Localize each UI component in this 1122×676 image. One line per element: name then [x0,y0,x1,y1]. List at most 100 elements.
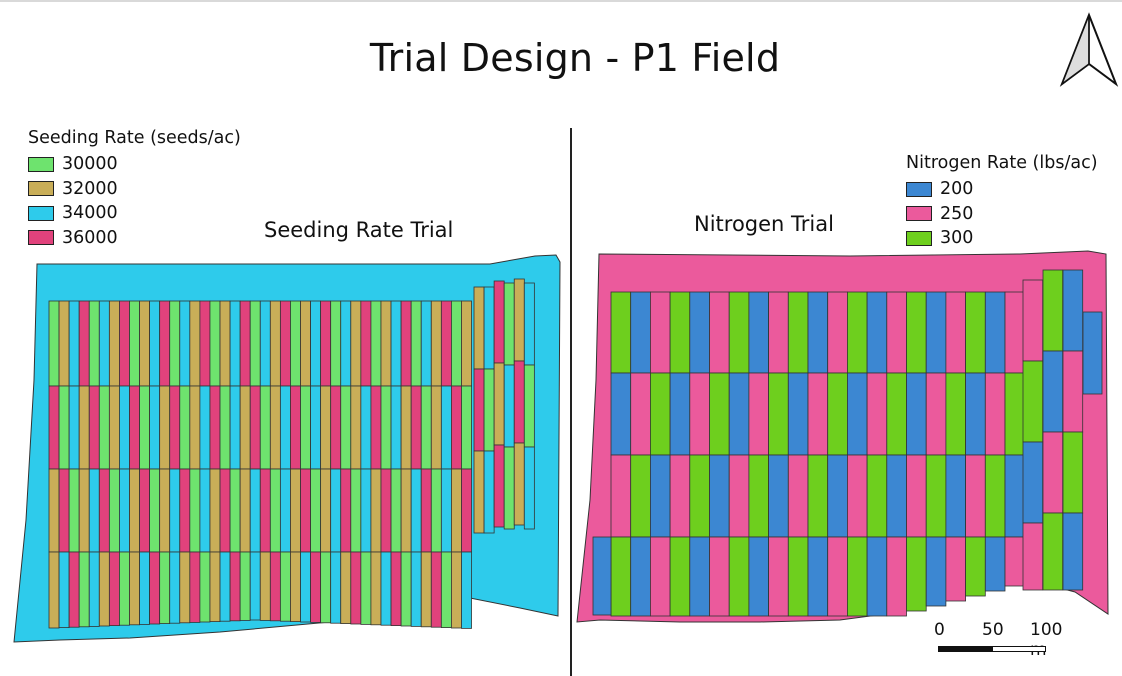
seeding-plot [310,385,322,470]
seeding-plot [450,468,462,553]
seeding-plot [259,468,271,553]
seeding-plot [493,362,505,446]
seeding-plot [68,300,80,387]
seeding-plot [483,368,495,452]
seeding-plot [503,282,515,366]
legend-item: 250 [906,202,1098,227]
seeding-plot [119,468,130,553]
scale-label-50: 50 [982,620,1004,640]
seeding-plot [290,300,301,387]
legend-swatch [906,230,932,246]
seeding-plot [239,300,251,387]
nitrogen-plot [965,291,986,374]
seeding-plot [380,468,392,553]
seeding-plot [169,551,181,624]
page-title: Trial Design - P1 Field [369,36,781,80]
seeding-plot [58,551,70,628]
seeding-plot [473,368,485,452]
seeding-plot [360,385,372,470]
nitrogen-plot [669,454,691,538]
scale-bar-black-segment [938,646,994,652]
nitrogen-plot [945,454,967,538]
seeding-plot [108,551,120,626]
seeding-plot [68,468,80,553]
seeding-plot [78,468,90,553]
seeding-plot [269,551,281,622]
nitrogen-plot [650,291,671,374]
seeding-plot [523,364,535,448]
nitrogen-plot [847,454,868,538]
seeding-plot [420,385,432,470]
legend-swatch [28,230,54,246]
nitrogen-plot [1042,512,1064,591]
seeding-plot [159,385,171,470]
legend-label: 250 [940,203,974,224]
nitrogen-plot [650,536,671,617]
nitrogen-plot [768,372,789,456]
seeding-plot [430,300,442,387]
seeding-plot [48,551,60,629]
nitrogen-plot [669,291,691,374]
seeding-plot [410,468,422,553]
nitrogen-plot [689,536,710,617]
seeding-plot [523,282,535,366]
nitrogen-plot [945,536,967,602]
seeding-plot [139,551,150,625]
seeding-plot [58,385,70,470]
nitrogen-plot [1062,269,1084,352]
seeding-plot [48,385,60,470]
nitrogen-plot [807,291,829,374]
nitrogen-plot [592,536,612,616]
nitrogen-plot [768,454,789,538]
seeding-plot [159,468,171,553]
seeding-plot [169,300,181,387]
seeding-plot [269,300,281,387]
nitrogen-plot [847,372,868,456]
nitrogen-plot [1022,360,1044,443]
nitrogen-plot [807,536,829,617]
nitrogen-plot [650,372,671,456]
seeding-plot [440,468,452,553]
nitrogen-plot [965,536,986,597]
seeding-plot [410,551,422,627]
seeding-plot [88,300,100,387]
seeding-plot [229,300,241,387]
seeding-plot [129,300,140,387]
seeding-plot [78,551,90,628]
seeding-legend-title: Seeding Rate (seeds/ac) [28,128,241,148]
legend-label: 36000 [62,227,118,248]
scale-label-0: 0 [934,620,945,640]
seeding-plot [78,300,90,387]
nitrogen-plot [866,536,888,617]
seeding-plot [199,468,211,553]
seeding-plot [503,364,515,448]
seeding-plot [249,551,261,621]
nitrogen-plot [610,291,632,374]
seeding-plot [219,468,231,553]
seeding-plot [330,551,342,624]
seeding-plot [523,446,535,530]
seeding-plot [340,468,352,553]
legend-label: 200 [940,179,974,200]
seeding-plot [159,300,171,387]
seeding-plot [189,300,201,387]
seeding-plot [199,551,211,623]
seeding-plot [219,551,231,622]
nitrogen-plot [866,372,888,456]
nitrogen-plot [866,454,888,538]
seeding-plot [330,385,342,470]
seeding-plot [58,468,70,553]
nitrogen-plot [1004,536,1026,587]
seeding-plot [310,551,322,623]
seeding-plot [513,442,525,526]
nitrogen-plot [1004,454,1026,538]
seeding-plot [219,385,231,470]
seeding-plot [98,468,110,553]
seeding-plot [279,385,291,470]
seeding-plot [390,551,402,626]
seeding-plot [473,450,485,534]
seeding-plot [380,551,392,626]
seeding-plot [350,385,362,470]
seeding-plot [350,551,362,625]
legend-item: 300 [906,226,1098,251]
